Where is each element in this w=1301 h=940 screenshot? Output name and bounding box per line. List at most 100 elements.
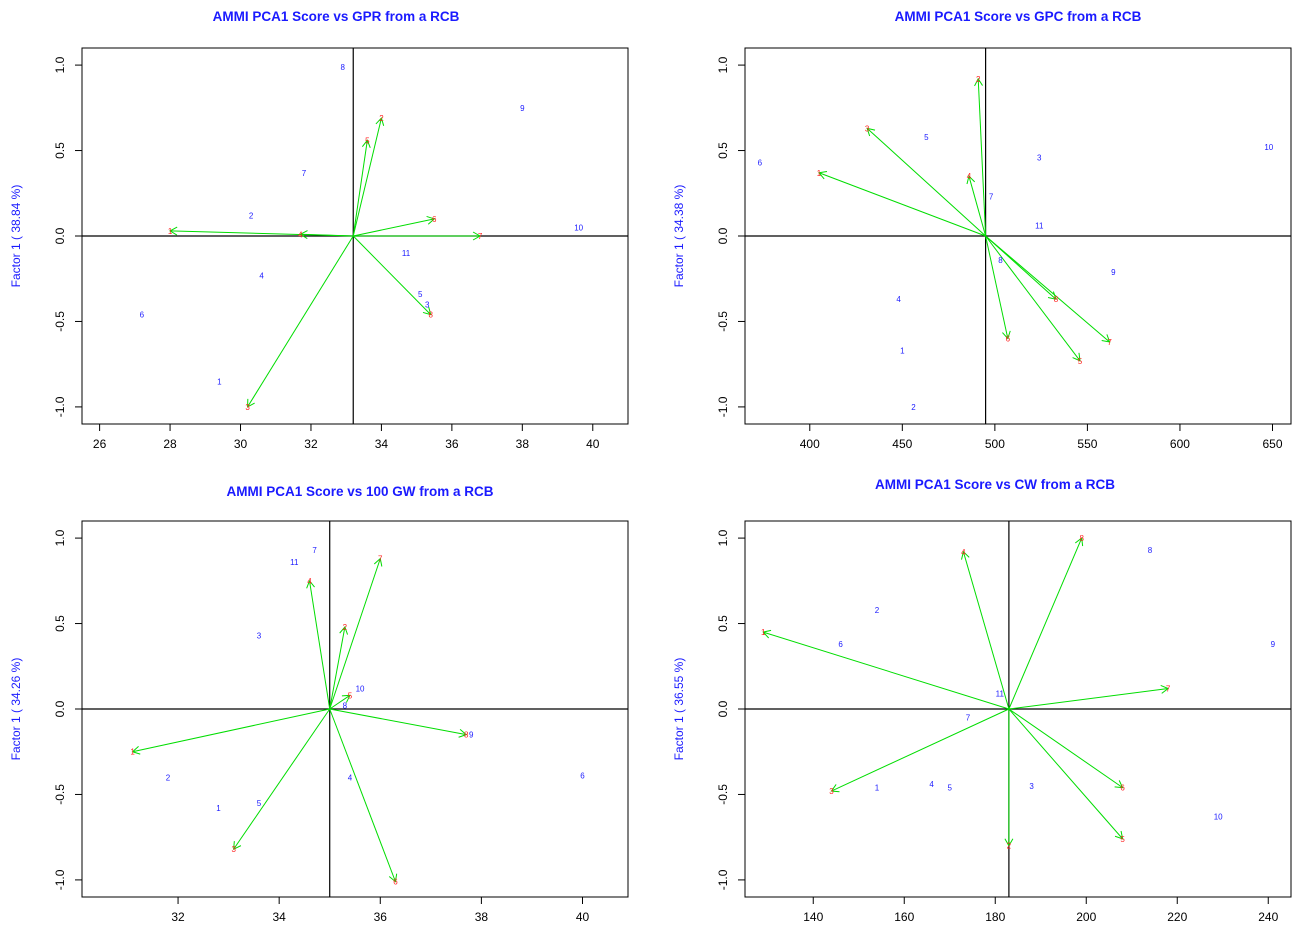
y-tick-label: 1.0 [53, 56, 67, 73]
y-tick-label: 0.5 [53, 615, 67, 632]
x-tick-label: 38 [516, 437, 530, 451]
environment-arrowhead [299, 230, 308, 239]
environment-arrowhead [247, 398, 255, 408]
environment-vector [247, 235, 354, 408]
genotype-label: 8 [340, 63, 345, 72]
environment-arrowhead [1074, 537, 1084, 547]
environment-label: 3 [829, 787, 834, 796]
genotype-label: 5 [948, 784, 953, 793]
x-tick-label: 650 [1262, 437, 1282, 451]
x-tick-label: 34 [375, 437, 389, 451]
y-axis-label: Factor 1 ( 36.55 %) [672, 658, 686, 761]
x-tick-label: 400 [800, 437, 820, 451]
genotype-label: 9 [520, 104, 525, 113]
y-tick-label: -0.5 [716, 311, 730, 332]
x-tick-label: 180 [985, 910, 1005, 924]
environment-vector [329, 694, 351, 710]
genotype-label: 7 [966, 714, 971, 723]
environment-label: 2 [1007, 842, 1012, 851]
environment-vector [329, 626, 346, 710]
y-axis-label: Factor 1 ( 34.26 %) [9, 658, 23, 761]
x-tick-label: 30 [234, 437, 248, 451]
environment-label: 8 [1079, 534, 1084, 543]
x-tick-label: 140 [803, 910, 823, 924]
genotype-label: 2 [875, 606, 880, 615]
environment-label: 7 [1166, 684, 1171, 693]
x-tick-label: 600 [1170, 437, 1190, 451]
chart-panel-4: AMMI PCA1 Score vs CW from a RCB Factor 1… [672, 477, 1292, 924]
genotype-label: 4 [259, 271, 264, 280]
x-tick-label: 34 [272, 910, 286, 924]
environment-vector [985, 235, 1009, 339]
chart-panel-1: AMMI PCA1 Score vs GPR from a RCB Factor … [9, 9, 629, 451]
environment-label: 6 [393, 878, 398, 887]
environment-label: 2 [976, 75, 981, 84]
genotype-label: 11 [290, 558, 299, 567]
genotype-label: 10 [1214, 813, 1223, 822]
chart-title: AMMI PCA1 Score vs 100 GW from a RCB [226, 484, 493, 499]
environment-arrowhead [961, 550, 970, 560]
genotype-label: 6 [140, 311, 145, 320]
genotype-label: 1 [875, 784, 880, 793]
x-tick-label: 550 [1077, 437, 1097, 451]
environment-arrowhead [1072, 352, 1081, 362]
environment-vector [985, 235, 1110, 343]
x-tick-label: 26 [93, 437, 107, 451]
environment-vector [866, 127, 986, 237]
genotype-label: 9 [469, 731, 474, 740]
x-tick-label: 36 [374, 910, 388, 924]
environment-arrowhead [966, 175, 976, 185]
environment-label: 4 [967, 172, 972, 181]
chart-title: AMMI PCA1 Score vs GPC from a RCB [895, 9, 1142, 24]
environment-label: 2 [379, 114, 384, 123]
genotype-label: 5 [257, 799, 262, 808]
genotype-label: 4 [348, 773, 353, 782]
environment-label: 5 [1078, 357, 1083, 366]
environment-label: 6 [1006, 335, 1011, 344]
x-tick-label: 40 [576, 910, 590, 924]
chart-title: AMMI PCA1 Score vs CW from a RCB [875, 477, 1115, 492]
x-tick-label: 28 [163, 437, 177, 451]
genotype-label: 3 [257, 632, 262, 641]
genotype-label: 1 [216, 804, 221, 813]
y-tick-label: -1.0 [716, 396, 730, 417]
environment-vector [985, 235, 1057, 300]
environment-arrowhead [1002, 330, 1011, 340]
environment-label: 4 [307, 577, 312, 586]
y-axis-label: Factor 1 ( 34.38 %) [672, 185, 686, 288]
genotype-label: 4 [929, 780, 934, 789]
environment-arrowhead [1114, 780, 1124, 789]
environment-vector [977, 78, 987, 237]
environment-label: 8 [429, 311, 434, 320]
environment-label: 4 [298, 230, 303, 239]
environment-vector [352, 140, 368, 237]
environment-label: 3 [231, 845, 236, 854]
environment-vector [300, 233, 354, 237]
x-tick-label: 200 [1076, 910, 1096, 924]
y-tick-label: 0.0 [53, 227, 67, 244]
environment-arrowhead [339, 625, 349, 635]
environment-label: 4 [961, 548, 966, 557]
genotype-label: 10 [356, 684, 365, 693]
environment-arrowhead [169, 226, 178, 236]
environment-arrowhead [830, 784, 840, 793]
environment-vector [309, 580, 331, 710]
y-tick-label: 0.0 [716, 700, 730, 717]
x-tick-label: 32 [304, 437, 318, 451]
genotype-label: 11 [996, 690, 1005, 699]
environment-label: 1 [817, 169, 822, 178]
environment-vector [352, 235, 432, 315]
genotype-label: 8 [998, 256, 1003, 265]
chart-panel-3: AMMI PCA1 Score vs 100 GW from a RCB Fact… [9, 484, 629, 924]
genotype-label: 3 [425, 300, 430, 309]
environment-label: 7 [378, 555, 383, 564]
y-tick-label: 0.0 [716, 227, 730, 244]
environment-arrowhead [1101, 334, 1111, 343]
y-tick-label: 1.0 [716, 56, 730, 73]
y-tick-label: -0.5 [716, 784, 730, 805]
genotype-label: 8 [343, 702, 348, 711]
y-tick-label: -0.5 [53, 311, 67, 332]
x-tick-label: 220 [1167, 910, 1187, 924]
x-tick-label: 500 [985, 437, 1005, 451]
